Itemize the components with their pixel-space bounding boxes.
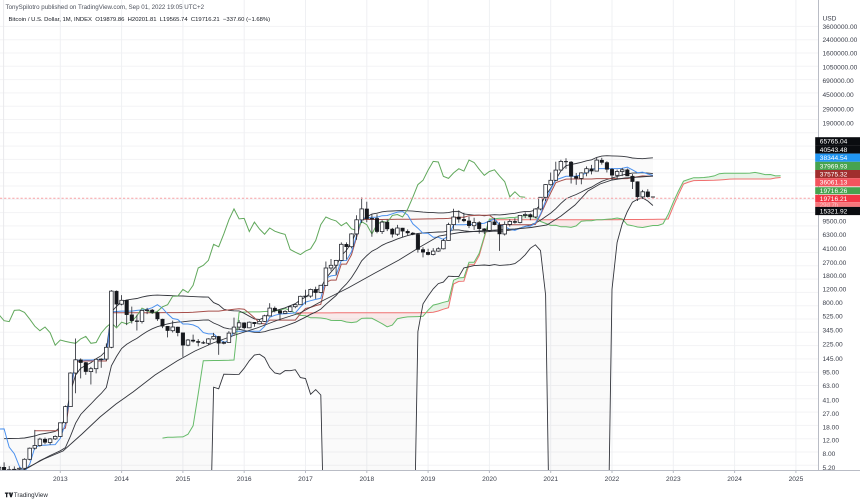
svg-text:2017: 2017	[298, 476, 313, 483]
svg-text:4100.00: 4100.00	[823, 246, 847, 253]
svg-text:36061.13: 36061.13	[820, 180, 848, 187]
svg-text:65765.04: 65765.04	[820, 139, 848, 146]
svg-text:690000.00: 690000.00	[823, 78, 855, 85]
svg-text:95.00: 95.00	[823, 370, 840, 377]
svg-text:29d 7h: 29d 7h	[820, 203, 838, 209]
svg-text:2020: 2020	[482, 476, 497, 483]
svg-text:2022: 2022	[605, 476, 620, 483]
svg-text:2018: 2018	[359, 476, 374, 483]
svg-text:63.00: 63.00	[823, 383, 840, 390]
svg-text:145.00: 145.00	[823, 356, 844, 363]
svg-text:2013: 2013	[53, 476, 68, 483]
svg-text:1050000.00: 1050000.00	[823, 64, 858, 71]
svg-text:38344.54: 38344.54	[820, 155, 848, 162]
svg-text:19716.26: 19716.26	[820, 188, 848, 195]
svg-text:2019: 2019	[421, 476, 436, 483]
svg-text:345.00: 345.00	[823, 327, 844, 334]
svg-text:2016: 2016	[237, 476, 252, 483]
svg-text:1600000.00: 1600000.00	[823, 50, 858, 57]
svg-text:8.00: 8.00	[823, 451, 836, 458]
svg-text:15321.92: 15321.92	[820, 208, 848, 215]
svg-text:1200.00: 1200.00	[823, 287, 847, 294]
svg-text:450000.00: 450000.00	[823, 92, 855, 99]
svg-text:TradingView: TradingView	[14, 492, 49, 499]
svg-text:190000.00: 190000.00	[823, 120, 855, 127]
svg-text:6300.00: 6300.00	[823, 232, 847, 239]
svg-text:2400000.00: 2400000.00	[823, 37, 858, 44]
svg-text:2025: 2025	[789, 476, 804, 483]
svg-text:2024: 2024	[727, 476, 742, 483]
svg-text:5.20: 5.20	[823, 465, 836, 472]
svg-text:19716.21: 19716.21	[820, 196, 848, 203]
svg-text:2023: 2023	[666, 476, 681, 483]
svg-text:37969.93: 37969.93	[820, 163, 848, 170]
svg-text:2014: 2014	[114, 476, 129, 483]
svg-text:Bitcoin / U.S. Dollar, 1M, IND: Bitcoin / U.S. Dollar, 1M, INDEX O19879.…	[9, 17, 271, 23]
svg-text:TonySpilotro published on Trad: TonySpilotro published on TradingView.co…	[6, 4, 205, 11]
svg-text:9500.00: 9500.00	[823, 219, 847, 226]
svg-text:41.00: 41.00	[823, 397, 840, 404]
svg-text:USD: USD	[823, 16, 837, 23]
svg-text:27.00: 27.00	[823, 411, 840, 418]
svg-text:2021: 2021	[543, 476, 558, 483]
svg-text:2700.00: 2700.00	[823, 260, 847, 267]
svg-text:525.00: 525.00	[823, 314, 844, 321]
svg-text:40543.48: 40543.48	[820, 147, 848, 154]
svg-text:2015: 2015	[176, 476, 191, 483]
svg-text:18.00: 18.00	[823, 424, 840, 431]
svg-text:12.00: 12.00	[823, 438, 840, 445]
svg-text:290000.00: 290000.00	[823, 107, 855, 114]
svg-text:1800.00: 1800.00	[823, 273, 847, 280]
svg-text:3600000.00: 3600000.00	[823, 24, 858, 31]
svg-text:800.00: 800.00	[823, 300, 844, 307]
svg-text:225.00: 225.00	[823, 341, 844, 348]
svg-text:37575.32: 37575.32	[820, 172, 848, 179]
